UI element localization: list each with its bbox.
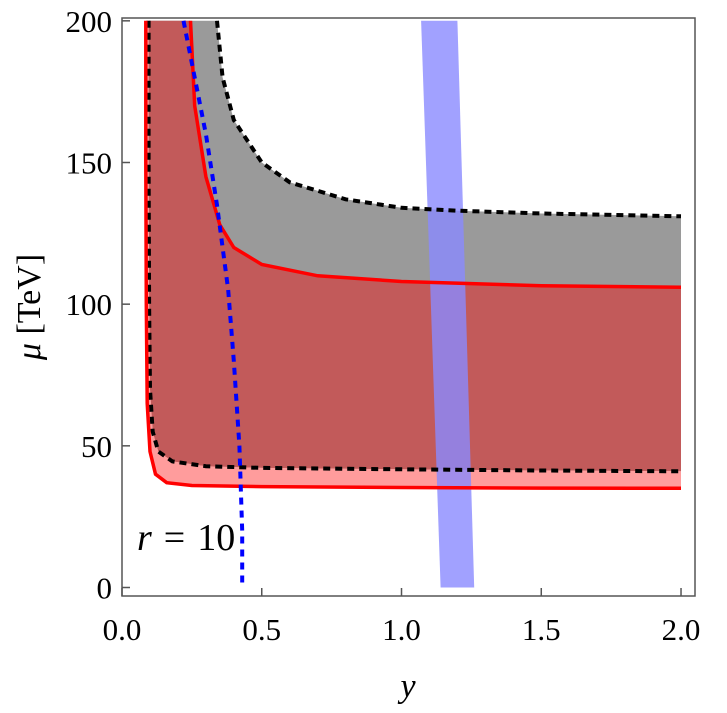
- x-axis-ticks: 0.0 0.5 1.0 1.5 2.0: [103, 588, 701, 647]
- y-tick-label: 50: [81, 429, 112, 464]
- blue-dashed-curve: [181, 20, 245, 588]
- y-axis-unit: [TeV]: [11, 254, 48, 343]
- x-tick-label: 1.0: [382, 612, 421, 647]
- annotation-variable: r: [137, 517, 152, 559]
- y-axis-symbol: μ: [11, 343, 48, 361]
- y-tick-label: 100: [66, 287, 113, 322]
- x-axis-title: y: [397, 668, 416, 705]
- y-tick-label: 0: [97, 571, 113, 606]
- y-tick-label: 150: [66, 146, 113, 181]
- annotation-value: 10: [197, 517, 235, 559]
- black-dashed-curve-upper: [215, 20, 682, 219]
- annotation-operator: =: [164, 517, 185, 559]
- x-tick-label: 0.0: [103, 612, 142, 647]
- red-curve-lower: [144, 20, 682, 491]
- plot-frame: [121, 17, 696, 597]
- y-axis-title: μ [TeV]: [11, 254, 48, 361]
- x-tick-label: 0.5: [242, 612, 281, 647]
- annotation-r: r = 10: [137, 517, 235, 559]
- black-dashed-curve-lower: [146, 20, 682, 474]
- x-tick-label: 1.5: [522, 612, 561, 647]
- y-axis-ticks: 0 50 100 150 200: [66, 4, 130, 606]
- x-tick-label: 2.0: [662, 612, 701, 647]
- blue-vertical-band: [421, 20, 475, 588]
- red-allowed-region: [148, 20, 682, 472]
- y-tick-label: 200: [66, 4, 113, 39]
- red-curve-upper: [188, 20, 682, 289]
